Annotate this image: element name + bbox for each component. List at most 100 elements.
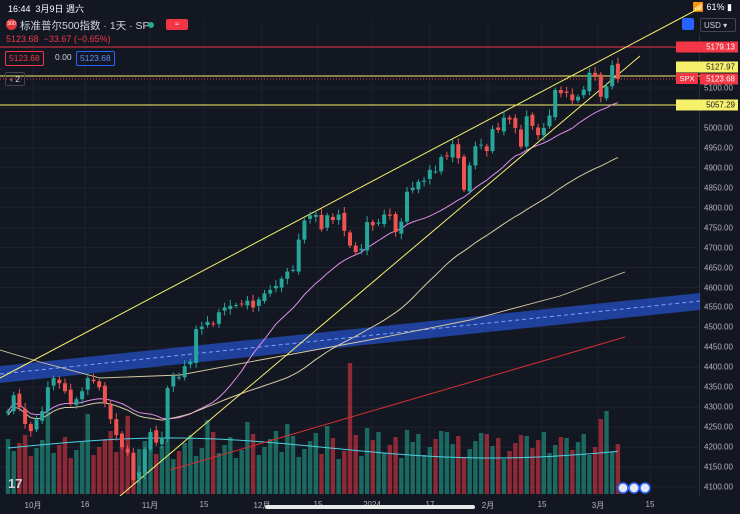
volume-bar [393,437,398,494]
ma-20-line [7,102,619,420]
candle-body [479,144,484,146]
candle-body [558,89,563,94]
volume-bar [45,412,51,494]
ma-200-line [169,336,626,471]
volume-bar [57,445,62,494]
time-axis[interactable]: 10月 16 11月 15 12月 15 2024 17 2月 15 3月 15 [0,496,700,514]
candle-body [576,96,580,101]
price-tick: 4650.00 [704,263,733,273]
candle-body [74,399,79,405]
candle-body [570,94,575,101]
volume-bar [97,447,102,494]
volume-bar [205,420,210,494]
volume-bar [478,433,484,494]
candle-body [262,293,267,302]
sell-button[interactable]: 5123.68 [5,51,44,66]
volume-bar [473,441,478,494]
volume-bar [313,433,318,494]
candle-body [159,437,164,445]
candle-body [216,312,221,324]
candle-body [228,305,233,310]
currency-select[interactable]: USD ▾ [700,18,736,32]
price-tick: 5000.00 [704,123,733,133]
candle-body [348,232,352,246]
candle-body [598,74,603,97]
volume-bar [250,434,256,494]
regression-midline [0,300,700,375]
time-tick: 12月 [253,501,271,510]
candle-body [376,222,381,224]
price-tick: 4200.00 [704,442,733,452]
volume-bar [364,428,370,494]
price-axis[interactable]: 5100.00 5000.00 4950.00 4900.00 4850.00 4800.… [700,34,740,494]
symbol-title[interactable]: 标准普尔500指数 · 1天 · SP [20,20,150,32]
volume-bar [615,444,621,494]
candle-body [382,214,387,225]
volume-bar [376,432,381,494]
spread-value: 0.00 [55,52,72,62]
volume-bar [421,455,427,494]
candle-body [285,271,290,279]
economic-event-icon [617,482,629,494]
volume-bar [535,440,541,494]
volume-bar [296,457,301,494]
high-price-tag: 5127.97 [676,61,738,73]
candle-body [188,361,193,365]
volume-bar [370,440,375,494]
volume-bar [530,448,535,494]
price-tick: 4850.00 [704,183,733,193]
volume-bar [176,451,182,494]
fullscreen-icon[interactable] [682,18,694,30]
volume-bar [382,453,387,494]
candle-body [102,385,107,404]
volume-bar [592,447,598,494]
volume-bar [11,451,16,494]
price-chart[interactable]: 17 [0,0,700,496]
volume-bar [342,451,347,494]
candle-body [245,300,250,306]
volume-bar [456,436,461,494]
time-tick: 10月 [24,501,42,510]
candle-body [239,303,244,305]
candle-body [615,63,620,79]
buy-button[interactable]: 5123.68 [76,51,115,66]
wedge-lower-line [119,55,641,496]
candle-body [581,89,586,96]
chart-header: 500 标准普尔500指数 · 1天 · SP ≈ 5123.68 −33.67… [0,14,700,86]
volume-bar [501,459,507,494]
candle-body [450,144,455,158]
ma-100-line [0,271,626,379]
volume-bar [433,439,438,494]
candle-body [308,215,313,219]
status-time-date: 16:44 3月9日 週六 [8,4,85,14]
candle-body [370,222,375,226]
volume-bar [154,454,159,494]
candle-body [142,449,147,474]
candle-body [433,171,438,173]
candle-body [439,157,444,172]
price-tick: 4700.00 [704,243,733,253]
volume-bar [193,456,199,494]
candle-body [234,305,238,307]
candle-body [325,215,330,228]
volume-bar [570,450,575,494]
candle-body [68,389,73,404]
volume-bar [307,441,313,494]
candle-body [313,214,318,217]
candle-body [256,299,261,306]
candle-body [279,278,284,288]
candle-body [114,419,119,436]
last-price-tag: 5123.68 [700,73,738,85]
volume-bar [273,431,279,494]
indicators-toggle[interactable]: ‹ 2 [5,72,25,86]
candle-body [80,391,85,400]
volume-bar [558,437,564,494]
volume-bar [444,432,450,494]
compare-badge[interactable]: ≈ [166,19,188,30]
volume-bar [256,455,261,494]
candle-body [330,216,335,221]
price-tick: 4500.00 [704,322,733,332]
volume-bar [547,453,552,494]
price-tick: 4600.00 [704,283,733,292]
volume-bar [513,443,518,494]
